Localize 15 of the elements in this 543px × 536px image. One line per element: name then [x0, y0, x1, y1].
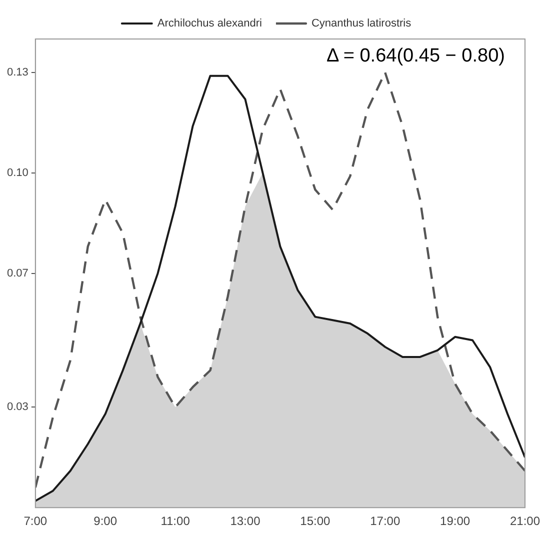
x-tick-label: 9:00	[94, 514, 118, 528]
x-tick-label: 11:00	[160, 514, 190, 528]
x-tick-label: 19:00	[440, 514, 470, 528]
y-tick-label: 0.10	[6, 166, 28, 179]
x-tick-label: 21:00	[510, 514, 540, 528]
legend-label: Cynanthus latirostris	[311, 18, 412, 30]
y-tick-label: 0.13	[6, 66, 28, 79]
y-tick-label: 0.03	[6, 401, 28, 414]
x-tick-label: 13:00	[230, 514, 261, 528]
y-tick-label: 0.07	[6, 267, 28, 280]
x-tick-label: 7:00	[24, 514, 48, 528]
x-tick-label: 17:00	[370, 514, 400, 528]
annotation: Δ = 0.64(0.45 − 0.80)	[326, 46, 505, 67]
x-tick-label: 15:00	[300, 514, 331, 528]
legend-label: Archilochus alexandri	[157, 18, 262, 30]
